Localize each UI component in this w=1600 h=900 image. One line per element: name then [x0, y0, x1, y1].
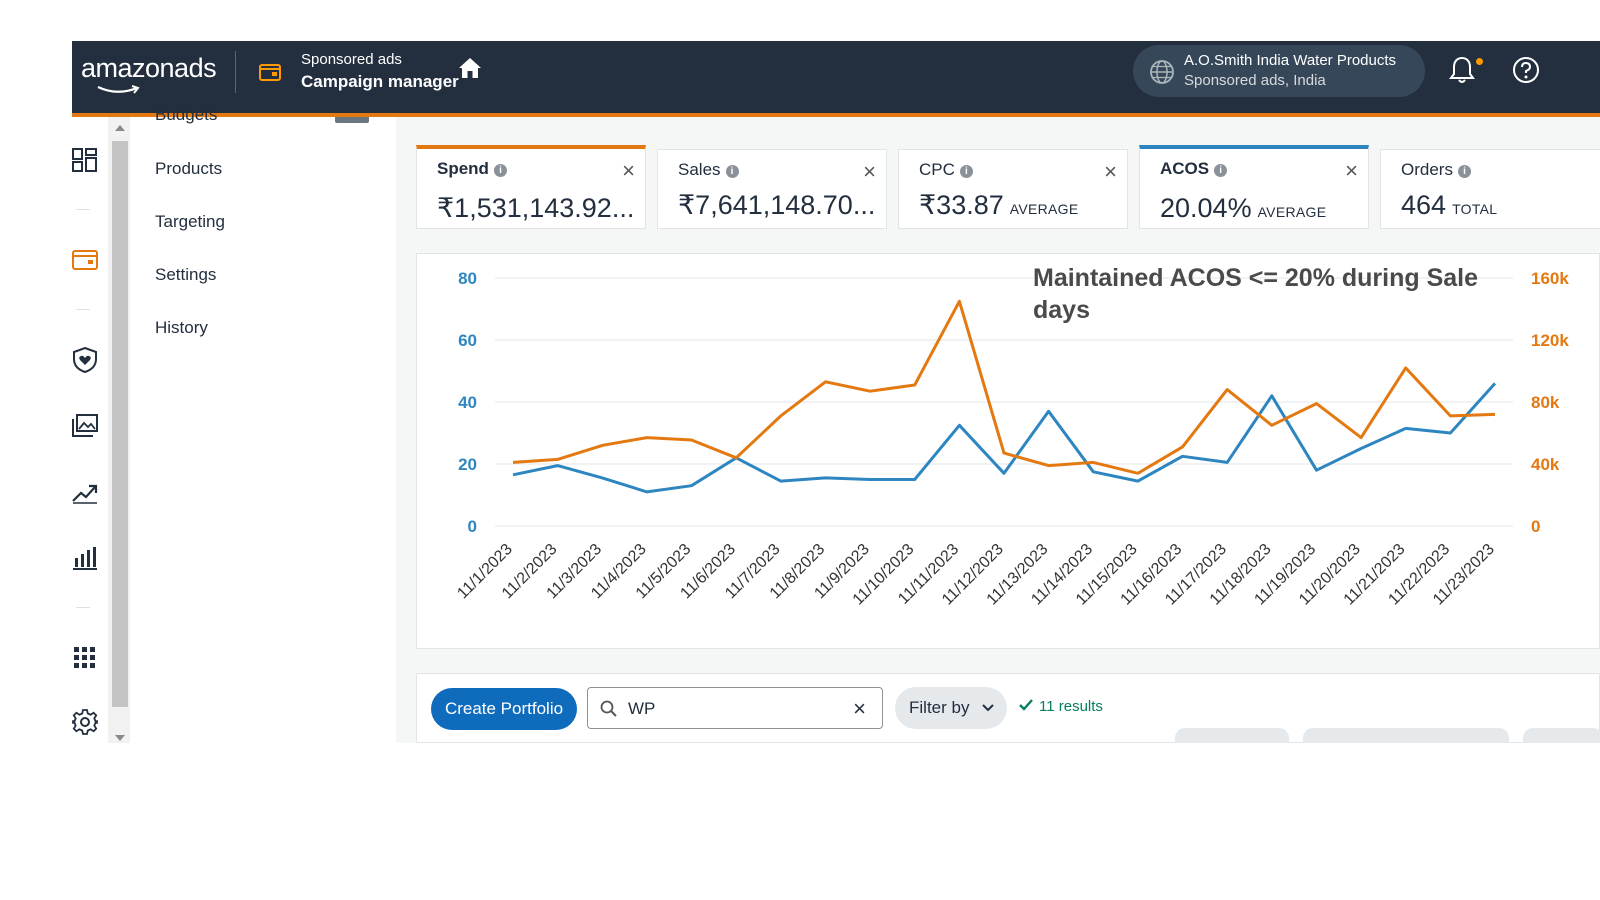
y-right-tick-label: 40k	[1531, 455, 1560, 474]
trend-up-icon[interactable]	[72, 479, 98, 505]
metric-card-orders[interactable]: Orders i 464 TOTAL	[1380, 149, 1600, 229]
metric-label: CPC i	[919, 160, 973, 180]
y-right-tick-label: 160k	[1531, 269, 1569, 288]
sidebar-item-targeting[interactable]: Targeting	[155, 212, 225, 231]
top-header: amazonads Sponsored ads Campaign manager	[72, 41, 1600, 117]
left-icon-rail	[72, 117, 108, 743]
product-subtitle: Sponsored ads	[301, 51, 402, 68]
y-left-tick-label: 0	[468, 517, 477, 536]
check-icon	[1019, 699, 1033, 711]
info-icon[interactable]: i	[1214, 164, 1228, 177]
chevron-down-icon	[982, 704, 994, 712]
y-left-tick-label: 20	[458, 455, 477, 474]
filter-pill[interactable]	[1303, 728, 1509, 743]
series-line-spend	[512, 299, 1496, 475]
sidebar-item-settings[interactable]: Settings	[155, 265, 217, 284]
sidebar-badge	[335, 117, 369, 123]
settings-gear-icon[interactable]	[72, 709, 98, 735]
metric-value: ₹1,531,143.92...	[437, 193, 635, 223]
y-right-tick-label: 0	[1531, 517, 1540, 536]
search-icon	[600, 700, 617, 717]
rail-divider	[76, 607, 90, 608]
results-count: 11 results	[1019, 698, 1103, 715]
series-line-acos	[512, 382, 1497, 494]
portfolio-toolbar: Create Portfolio WP × Filter by 11 resul…	[416, 673, 1600, 743]
apps-grid-icon[interactable]	[72, 645, 98, 671]
close-icon[interactable]: ×	[1104, 159, 1117, 184]
metric-value: ₹33.87 AVERAGE	[919, 190, 1079, 220]
sidebar-item-history[interactable]: History	[155, 318, 208, 337]
campaign-wallet-nav-icon[interactable]	[72, 247, 98, 273]
close-icon[interactable]: ×	[622, 158, 635, 183]
info-icon[interactable]: i	[493, 164, 507, 177]
y-left-tick-label: 60	[458, 331, 477, 350]
sidebar-item-budgets[interactable]: Budgets	[155, 105, 218, 124]
chart-annotation: Maintained ACOS <= 20% during Sale days	[1033, 264, 1479, 324]
home-icon[interactable]	[457, 55, 483, 81]
header-divider	[235, 51, 236, 93]
campaign-wallet-icon	[259, 64, 281, 81]
clear-search-icon[interactable]: ×	[853, 696, 866, 721]
y-right-tick-label: 80k	[1531, 393, 1560, 412]
close-icon[interactable]: ×	[1345, 158, 1358, 183]
rail-divider	[76, 209, 90, 210]
scroll-up-arrow-icon[interactable]	[115, 125, 125, 131]
y-right-tick-label: 120k	[1531, 331, 1569, 350]
amazonads-logo[interactable]: amazonads	[81, 53, 217, 94]
close-icon[interactable]: ×	[863, 159, 876, 184]
account-switcher[interactable]: A.O.Smith India Water Products Sponsored…	[1133, 45, 1425, 97]
search-input[interactable]: WP ×	[587, 687, 883, 729]
info-icon[interactable]: i	[1457, 165, 1471, 178]
y-left-tick-label: 80	[458, 269, 477, 288]
y-left-tick-label: 40	[458, 393, 477, 412]
metric-label: ACOS i	[1160, 159, 1228, 179]
metric-label: Orders i	[1401, 160, 1471, 180]
globe-icon	[1150, 60, 1174, 84]
metric-value: 20.04% AVERAGE	[1160, 193, 1327, 223]
product-title[interactable]: Campaign manager	[301, 72, 459, 91]
app-frame: amazonads Sponsored ads Campaign manager	[72, 41, 1600, 743]
performance-chart: 80 160k 60 120k 40 80k 20 40k 0 0 11/1/2023 11/2/20…	[416, 253, 1600, 649]
account-subtitle: Sponsored ads, India	[1184, 72, 1326, 89]
scroll-down-arrow-icon[interactable]	[115, 735, 125, 741]
logo-text: amazonads	[81, 53, 217, 83]
filter-label: Filter by	[909, 698, 970, 717]
brand-shield-icon[interactable]	[72, 347, 98, 373]
metric-label: Sales i	[678, 160, 739, 180]
metric-card-spend[interactable]: Spend i × ₹1,531,143.92...	[416, 145, 646, 229]
notification-bell-icon[interactable]	[1448, 55, 1476, 85]
sidebar-item-products[interactable]: Products	[155, 159, 223, 178]
metric-value: 464 TOTAL	[1401, 190, 1498, 220]
filter-by-button[interactable]: Filter by	[895, 687, 1007, 729]
metric-card-acos[interactable]: ACOS i × 20.04% AVERAGE	[1139, 145, 1369, 229]
filter-pill[interactable]	[1523, 728, 1600, 743]
create-portfolio-button[interactable]: Create Portfolio	[431, 688, 577, 730]
notification-dot	[1476, 58, 1483, 65]
results-text: 11 results	[1039, 698, 1103, 715]
reports-bar-icon[interactable]	[72, 545, 98, 571]
metric-value: ₹7,641,148.70...	[678, 190, 876, 220]
sidebar-scrollbar-thumb[interactable]	[112, 141, 128, 707]
creative-gallery-icon[interactable]	[72, 413, 98, 439]
rail-divider	[76, 309, 90, 310]
search-value: WP	[628, 699, 656, 718]
filter-pill[interactable]	[1175, 728, 1289, 743]
metric-label: Spend i	[437, 159, 507, 179]
side-navigation: Budgets Products Targeting Settings Hist…	[130, 105, 396, 743]
metric-card-cpc[interactable]: CPC i × ₹33.87 AVERAGE	[898, 149, 1128, 229]
main-content: Spend i × ₹1,531,143.92... Sales i × ₹7,64…	[396, 117, 1600, 743]
account-name: A.O.Smith India Water Products	[1184, 52, 1397, 69]
info-icon[interactable]: i	[959, 165, 973, 178]
metric-card-sales[interactable]: Sales i × ₹7,641,148.70...	[657, 149, 887, 229]
smile-arrow-icon	[97, 85, 140, 94]
help-icon[interactable]	[1511, 55, 1541, 85]
info-icon[interactable]: i	[725, 165, 739, 178]
dashboard-icon[interactable]	[72, 147, 98, 173]
